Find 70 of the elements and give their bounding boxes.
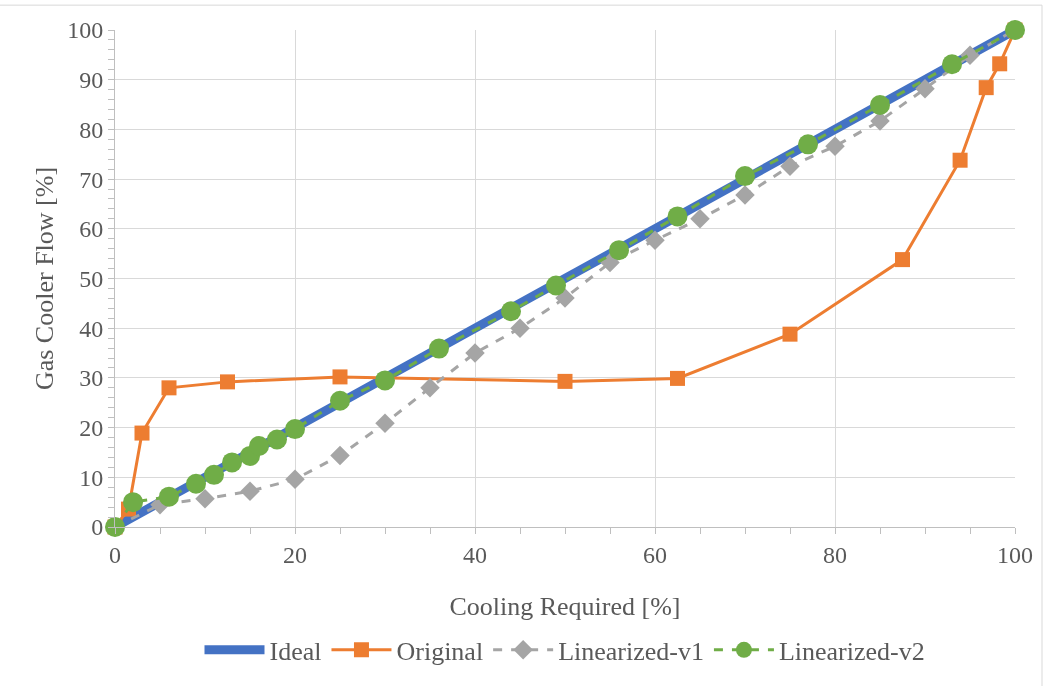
point	[952, 152, 968, 168]
y-tick-label: 20	[79, 415, 104, 441]
point	[609, 240, 629, 261]
x-axis-title: Cooling Required [%]	[449, 592, 681, 621]
point	[895, 252, 910, 268]
point	[161, 380, 177, 396]
point	[220, 374, 235, 390]
point	[667, 206, 688, 227]
point	[960, 45, 980, 66]
y-tick-label: 40	[79, 315, 104, 342]
point	[465, 343, 485, 363]
point	[249, 435, 269, 456]
point	[870, 95, 890, 116]
legend-label: Linearized-v2	[778, 636, 925, 666]
point	[735, 166, 755, 187]
point	[735, 185, 755, 205]
point	[375, 370, 395, 391]
y-tick-label: 50	[79, 265, 104, 292]
point	[222, 452, 242, 473]
point	[429, 338, 449, 359]
point	[825, 136, 845, 157]
y-tick-label: 90	[79, 67, 104, 94]
point	[240, 481, 260, 501]
point	[978, 80, 994, 96]
point	[780, 156, 800, 176]
point	[782, 326, 798, 342]
point	[557, 373, 573, 389]
x-tick-label: 60	[643, 541, 667, 568]
point	[204, 464, 224, 485]
legend-label: Linearized-v1	[558, 636, 704, 666]
legend-label: Ideal	[269, 636, 322, 666]
x-tick-label: 0	[109, 541, 121, 568]
point	[555, 288, 575, 308]
point	[942, 54, 962, 75]
point	[501, 301, 521, 322]
x-tick-label: 40	[463, 541, 487, 568]
y-axis-title: Gas Cooler Flow [%]	[30, 166, 59, 391]
point	[123, 492, 143, 513]
point	[195, 488, 215, 509]
point	[670, 370, 685, 386]
point	[332, 369, 348, 385]
y-tick-label: 100	[67, 17, 104, 44]
x-tick-label: 20	[283, 541, 307, 568]
y-tick-label: 80	[79, 116, 104, 143]
x-tick-label: 80	[823, 541, 847, 568]
point	[690, 209, 710, 229]
y-tick-label: 10	[79, 464, 104, 491]
point	[798, 134, 818, 155]
point	[330, 390, 350, 411]
x-tick-label: 100	[997, 541, 1033, 568]
y-tick-label: 60	[79, 216, 104, 243]
point	[134, 425, 150, 441]
y-tick-label: 0	[91, 514, 104, 541]
point	[267, 429, 287, 450]
point	[375, 413, 395, 433]
point	[546, 275, 566, 296]
point	[159, 486, 179, 507]
point	[600, 252, 620, 273]
point	[510, 318, 530, 338]
point	[330, 445, 350, 466]
point	[285, 469, 305, 490]
point	[992, 56, 1008, 72]
y-tick-label: 30	[79, 365, 104, 392]
point	[285, 419, 305, 440]
point	[186, 473, 206, 494]
legend-label: Original	[396, 636, 484, 666]
point	[915, 78, 935, 99]
point	[645, 230, 665, 250]
y-tick-label: 70	[79, 166, 104, 193]
point	[420, 378, 440, 398]
